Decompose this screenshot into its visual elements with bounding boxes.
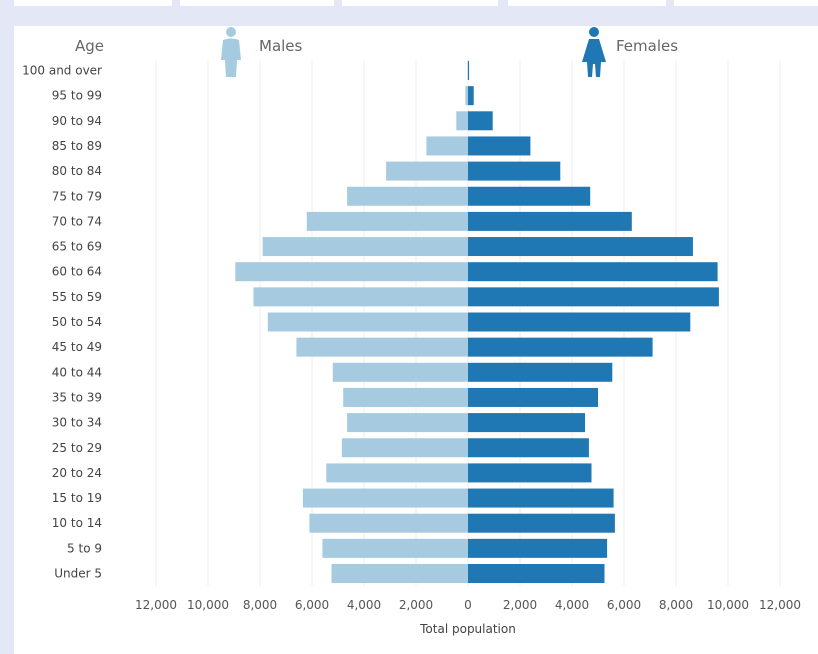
male-bar[interactable] (235, 262, 468, 282)
x-tick-label: 10,000 (707, 598, 749, 612)
female-bar[interactable] (468, 564, 605, 583)
top-tab[interactable] (14, 0, 172, 6)
female-bar[interactable] (468, 262, 718, 282)
age-group-label: 70 to 74 (52, 214, 102, 228)
male-bar[interactable] (456, 111, 468, 131)
female-bar[interactable] (468, 438, 589, 458)
x-tick-label: 10,000 (187, 598, 229, 612)
age-group-label: 15 to 19 (52, 491, 102, 505)
top-tab[interactable] (508, 0, 666, 6)
age-group-label: 5 to 9 (67, 541, 102, 555)
x-tick-label: 0 (464, 598, 472, 612)
top-tab[interactable] (674, 0, 818, 6)
age-group-label: 20 to 24 (52, 466, 102, 480)
male-person-icon (221, 27, 241, 77)
female-bar[interactable] (468, 287, 719, 307)
age-group-label: 85 to 89 (52, 139, 102, 153)
male-bar[interactable] (343, 387, 468, 407)
top-tab-strip (0, 0, 818, 10)
male-bar[interactable] (322, 538, 468, 558)
female-bar[interactable] (468, 161, 561, 181)
age-group-label: 95 to 99 (52, 89, 102, 103)
female-bar[interactable] (468, 136, 531, 156)
female-bar[interactable] (468, 413, 585, 433)
male-bar[interactable] (347, 413, 468, 433)
age-group-labels: 100 and over 95 to 99 90 to 94 85 to 89 80 t… (22, 64, 102, 581)
age-group-label: 35 to 39 (52, 390, 102, 404)
female-bar[interactable] (468, 211, 632, 231)
x-tick-label: 6,000 (607, 598, 641, 612)
female-bar[interactable] (468, 513, 615, 533)
female-bar[interactable] (468, 186, 591, 206)
age-group-label: 40 to 44 (52, 365, 102, 379)
female-bar[interactable] (468, 387, 598, 407)
male-bar[interactable] (302, 488, 468, 508)
x-tick-label: 2,000 (503, 598, 537, 612)
female-bar[interactable] (468, 538, 608, 558)
age-group-label: 65 to 69 (52, 240, 102, 254)
male-bar[interactable] (467, 61, 468, 80)
male-bar[interactable] (386, 161, 468, 181)
female-bar[interactable] (468, 111, 493, 131)
age-group-label: 75 to 79 (52, 189, 102, 203)
bars (235, 61, 719, 583)
x-axis-title: Total population (419, 622, 516, 636)
female-bar[interactable] (468, 488, 614, 508)
male-bar[interactable] (326, 463, 468, 483)
male-bar[interactable] (262, 237, 468, 257)
x-tick-labels: 12,000 10,000 8,000 6,000 4,000 2,000 0 2,000 4,… (135, 598, 801, 612)
male-bar[interactable] (347, 186, 468, 206)
females-legend-label: Females (616, 37, 678, 55)
x-tick-label: 2,000 (399, 598, 433, 612)
age-group-label: 55 to 59 (52, 290, 102, 304)
x-tick-label: 6,000 (295, 598, 329, 612)
male-bar[interactable] (465, 86, 468, 106)
male-bar[interactable] (331, 564, 469, 583)
male-bar[interactable] (426, 136, 468, 156)
age-axis-title: Age (75, 37, 104, 55)
x-tick-label: 4,000 (555, 598, 589, 612)
x-tick-label: 8,000 (659, 598, 693, 612)
x-tick-label: 4,000 (347, 598, 381, 612)
top-tab[interactable] (180, 0, 334, 6)
age-group-label: 80 to 84 (52, 164, 102, 178)
female-bar[interactable] (468, 337, 653, 357)
x-tick-label: 8,000 (243, 598, 277, 612)
female-bar[interactable] (468, 312, 691, 332)
male-bar[interactable] (332, 362, 468, 382)
top-tab[interactable] (342, 0, 498, 6)
age-group-label: 100 and over (22, 64, 102, 78)
female-bar[interactable] (468, 362, 613, 382)
age-group-label: Under 5 (54, 567, 102, 581)
male-bar[interactable] (309, 513, 468, 533)
x-tick-label: 12,000 (759, 598, 801, 612)
age-group-label: 60 to 64 (52, 265, 102, 279)
male-bar[interactable] (296, 337, 468, 357)
male-bar[interactable] (341, 438, 468, 458)
age-group-label: 90 to 94 (52, 114, 102, 128)
male-bar[interactable] (306, 211, 468, 231)
males-legend-label: Males (259, 37, 303, 55)
female-bar[interactable] (468, 463, 592, 483)
age-group-label: 45 to 49 (52, 340, 102, 354)
male-bar[interactable] (267, 312, 468, 332)
male-bar[interactable] (253, 287, 469, 307)
female-bar[interactable] (468, 237, 693, 257)
age-group-label: 10 to 14 (52, 516, 102, 530)
age-group-label: 25 to 29 (52, 441, 102, 455)
female-bar[interactable] (468, 61, 470, 80)
x-tick-label: 12,000 (135, 598, 177, 612)
female-bar[interactable] (468, 86, 474, 106)
female-person-icon (582, 27, 606, 77)
age-group-label: 50 to 54 (52, 315, 102, 329)
age-group-label: 30 to 34 (52, 416, 102, 430)
